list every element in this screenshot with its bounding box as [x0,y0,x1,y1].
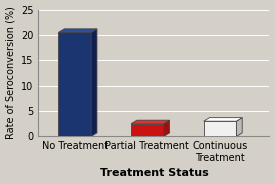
Polygon shape [59,32,91,136]
Y-axis label: Rate of Seroconversion (%): Rate of Seroconversion (%) [6,7,16,139]
Polygon shape [131,124,164,136]
Polygon shape [204,118,242,121]
Polygon shape [236,118,242,136]
Polygon shape [131,120,170,124]
Polygon shape [164,120,170,136]
X-axis label: Treatment Status: Treatment Status [100,168,208,178]
Polygon shape [59,29,97,32]
Polygon shape [204,121,236,136]
Polygon shape [91,29,97,136]
